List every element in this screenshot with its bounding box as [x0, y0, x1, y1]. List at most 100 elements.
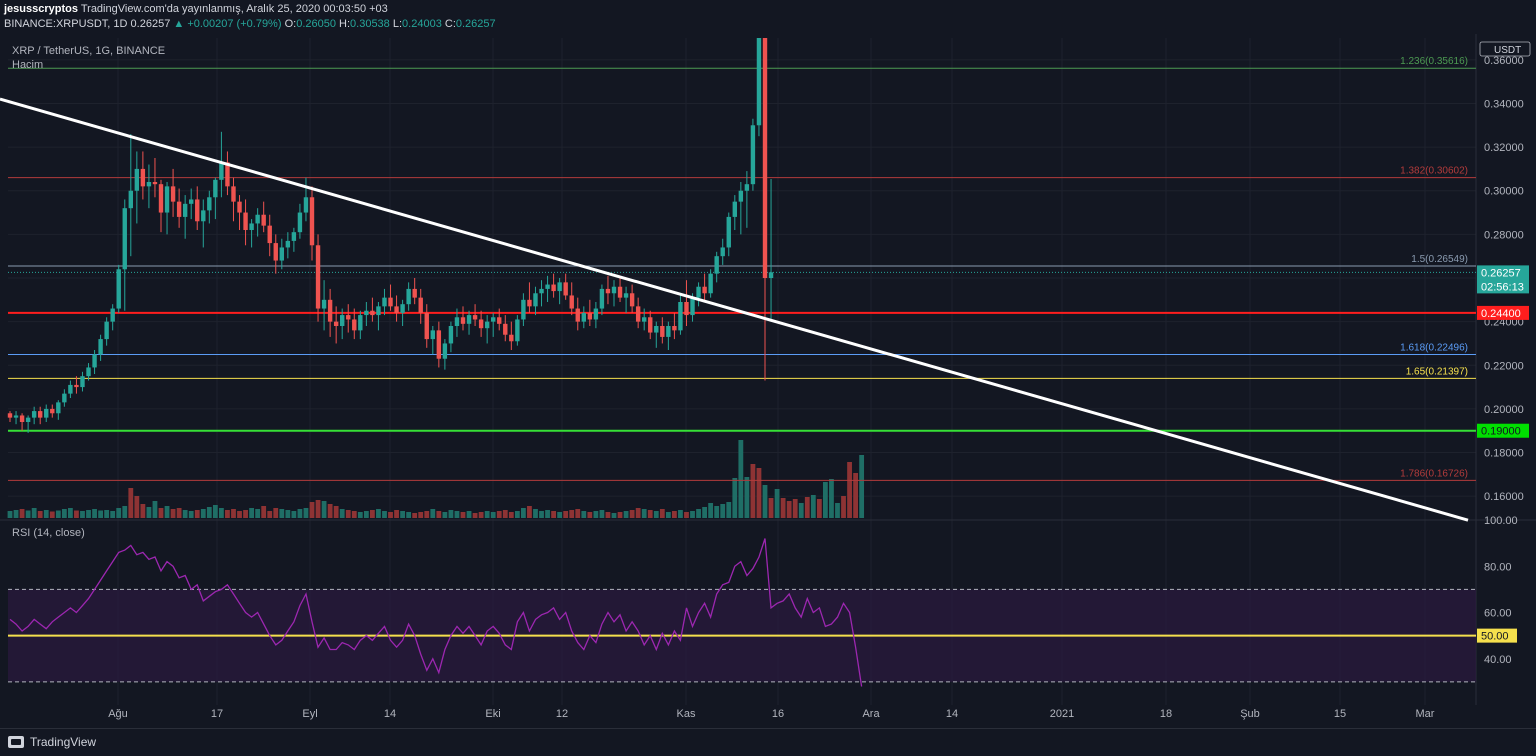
volume-bar — [563, 511, 569, 518]
candle-body — [478, 319, 484, 329]
last-price-tag: 0.26257 — [1481, 267, 1521, 279]
support-price-tag-bg — [1477, 305, 1529, 320]
volume-bar — [315, 500, 321, 518]
trendline-layer — [0, 97, 1469, 522]
candle-body — [7, 413, 13, 418]
volume-bars — [7, 440, 865, 518]
volume-bar — [617, 512, 623, 518]
volume-bar — [478, 512, 484, 518]
candle-body — [611, 286, 617, 294]
volume-bar — [490, 512, 496, 518]
candle-body — [732, 201, 737, 217]
candle-body — [515, 319, 520, 342]
volume-bar — [430, 509, 436, 518]
fib-level-label: 1.236(0.35616) — [1400, 56, 1468, 67]
volume-bar — [623, 511, 629, 518]
candle-body — [195, 199, 200, 222]
candle-body — [672, 326, 677, 331]
volume-bar — [394, 510, 399, 518]
candle-body — [128, 190, 133, 209]
price-tick-label: 0.22000 — [1484, 360, 1524, 372]
candle-body — [726, 216, 731, 248]
candle-body — [231, 186, 236, 202]
candle-body — [605, 288, 611, 294]
candle-body — [50, 408, 55, 414]
volume-bar — [219, 508, 224, 518]
candle-body — [720, 247, 725, 257]
volume-bar — [774, 489, 780, 518]
candle-body — [503, 323, 508, 335]
candle-body — [182, 203, 188, 217]
volume-bar — [581, 511, 587, 518]
ohlc-readout: BINANCE:XRPUSDT, 1D 0.26257 ▲ +0.00207 (… — [4, 18, 496, 30]
volume-bar — [146, 507, 152, 518]
candle-body — [527, 299, 532, 307]
open-key: O: — [284, 18, 297, 30]
price-chart[interactable]: 1.236(0.35616) 1.382(0.30602) 1.5(0.26549)… — [0, 0, 1536, 728]
volume-bar — [756, 468, 762, 518]
volume-bar — [611, 513, 617, 518]
fib-level-label: 1.382(0.30602) — [1400, 166, 1468, 177]
volume-bar — [7, 511, 13, 518]
volume-bar — [690, 511, 695, 518]
candle-body — [327, 299, 333, 322]
candle-body — [400, 304, 405, 313]
rsi-panel — [8, 538, 1476, 687]
volume-bar — [243, 510, 248, 518]
candle-body — [255, 214, 260, 224]
volume-bar — [629, 510, 635, 518]
publication-header: jesusscryptos TradingView.com'da yayınla… — [0, 0, 1536, 34]
volume-bar — [351, 511, 357, 518]
volume-bar — [182, 510, 188, 518]
time-tick-label: Eki — [485, 708, 500, 720]
candle-body — [642, 317, 647, 322]
volume-bar — [43, 510, 49, 518]
price-tick-label: 0.36000 — [1484, 55, 1524, 67]
volume-bar — [635, 508, 641, 518]
rsi-tick-label: 40.00 — [1484, 654, 1512, 666]
author-name[interactable]: jesusscryptos — [4, 3, 78, 15]
candle-body — [56, 402, 61, 414]
volume-bar — [732, 478, 738, 518]
volume-bar — [708, 503, 714, 518]
time-tick-label: 14 — [946, 708, 958, 720]
volume-bar — [502, 510, 508, 518]
volume-bar — [539, 511, 544, 518]
candle-body — [491, 317, 496, 322]
candle-body — [122, 208, 127, 270]
volume-bar — [261, 506, 267, 518]
candle-body — [702, 286, 707, 294]
volume-bar — [545, 510, 550, 518]
volume-bar — [134, 496, 140, 518]
volume-bar — [460, 512, 466, 518]
volume-bar — [303, 508, 309, 518]
candle-body — [333, 321, 339, 326]
volume-bar — [533, 509, 538, 518]
volume-bar — [521, 508, 526, 518]
volume-bar — [653, 511, 659, 518]
candle-body — [68, 384, 73, 394]
volume-bar — [792, 499, 798, 518]
volume-bar — [80, 511, 85, 518]
candle-body — [309, 197, 315, 246]
candle-body — [521, 299, 526, 320]
price-axis[interactable]: 0.160000.180000.200000.220000.240000.260… — [1477, 41, 1531, 666]
candle-body — [164, 186, 170, 213]
volume-bar — [61, 509, 67, 518]
volume-bar — [37, 511, 43, 518]
rsi-line — [9, 538, 863, 687]
time-axis[interactable]: Ağu 17 Eyl 14 Eki 12 Kas 16 Ara 14 2021 18 Şub 15 Mar — [108, 708, 1435, 720]
volume-bar — [321, 501, 327, 518]
volume-bar — [665, 512, 671, 518]
candle-body — [418, 297, 423, 313]
last-value: 0.26257 — [130, 18, 171, 30]
candle-body — [358, 315, 363, 331]
candle-body — [315, 245, 321, 309]
candlesticks — [7, 38, 774, 433]
candle-body — [189, 199, 194, 204]
time-tick-label: 16 — [772, 708, 784, 720]
high-key: H: — [339, 18, 351, 30]
tradingview-logo[interactable]: TradingView — [8, 735, 96, 749]
candle-body — [86, 367, 91, 377]
volume-bar — [188, 511, 194, 518]
